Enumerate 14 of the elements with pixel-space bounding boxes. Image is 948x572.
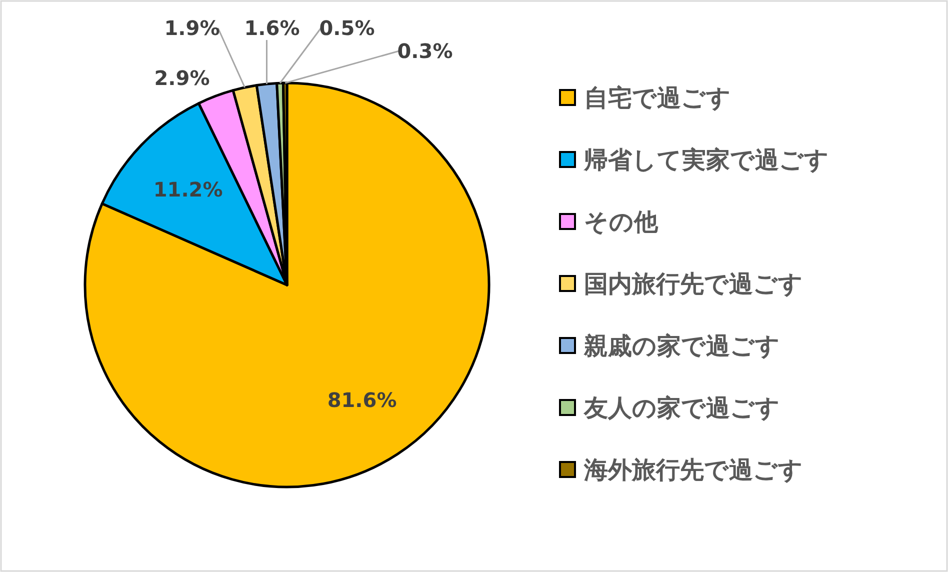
data-label: 2.9% xyxy=(154,66,210,90)
data-label: 1.6% xyxy=(244,16,300,40)
data-label: 81.6% xyxy=(327,388,397,412)
data-label: 0.5% xyxy=(319,16,375,40)
legend-label: その他 xyxy=(584,208,659,236)
legend-label: 国内旅行先で過ごす xyxy=(584,270,803,298)
legend-label: 親戚の家で過ごす xyxy=(583,332,780,360)
legend-label: 海外旅行先で過ごす xyxy=(583,456,803,484)
legend-label: 友人の家で過ごす xyxy=(583,394,780,422)
legend-label: 自宅で過ごす xyxy=(584,84,731,112)
legend-label: 帰省して実家で過ごす xyxy=(583,146,829,174)
data-label: 11.2% xyxy=(153,178,223,202)
data-label: 1.9% xyxy=(164,16,220,40)
data-label: 0.3% xyxy=(397,39,453,63)
